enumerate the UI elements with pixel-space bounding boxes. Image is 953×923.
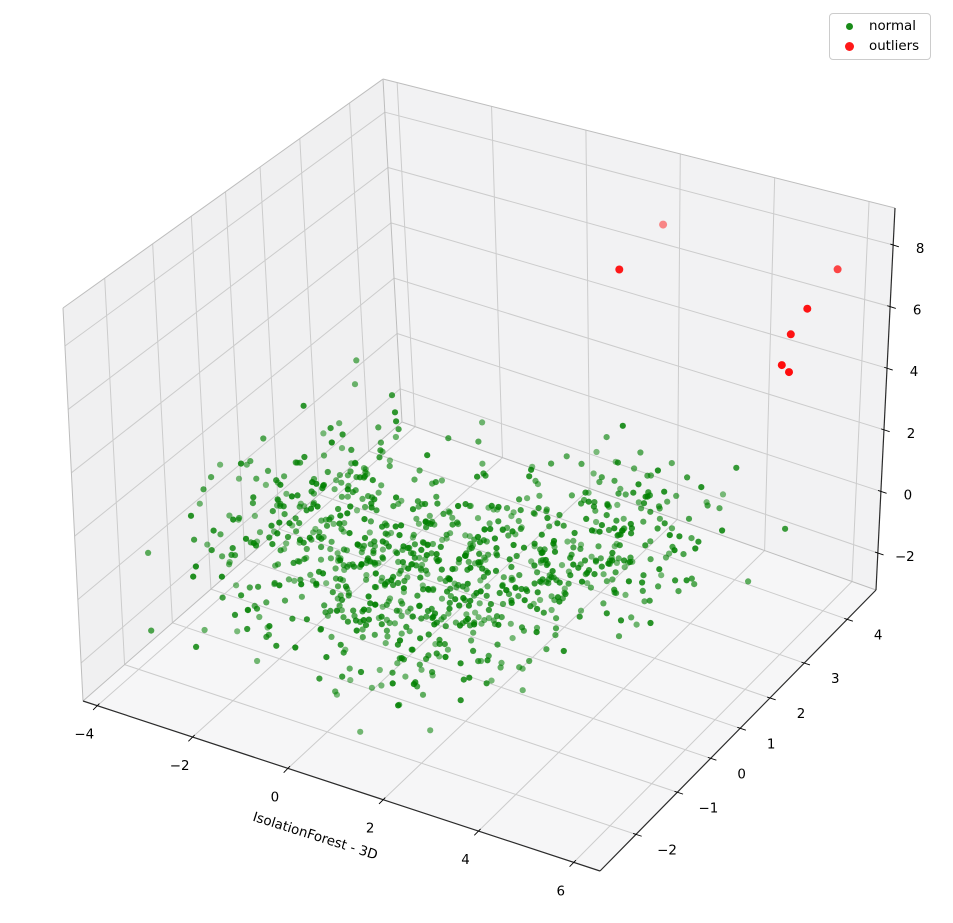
y-tick-label: 3: [831, 672, 840, 687]
z-tick-label: 8: [916, 242, 925, 257]
x-tick-label: 2: [366, 822, 375, 837]
legend-label-normal: normal: [869, 18, 916, 34]
y-tick-label: 2: [797, 707, 806, 722]
z-tick-label: −2: [895, 550, 915, 565]
axis-ticks: −4 −2 0 2 4 6 −2 −1 0 1 2 3 4 −2 0 2 4 6 8: [74, 242, 924, 899]
x-tick-label: 4: [461, 853, 470, 868]
legend-marker-wrap: [836, 22, 862, 30]
legend-marker-wrap: [836, 42, 862, 52]
outlier-point: [659, 220, 668, 229]
legend-item-outliers: outliers: [830, 37, 930, 57]
legend-label-outliers: outliers: [869, 38, 920, 54]
outlier-point: [615, 265, 624, 274]
y-tick-label: 4: [874, 628, 883, 643]
x-tick-label: 6: [557, 884, 566, 899]
outlier-point: [786, 330, 795, 339]
axes-edges: [62, 78, 896, 872]
y-tick-label: −1: [698, 801, 718, 816]
legend: normal outliers: [829, 13, 931, 60]
outlier-point: [785, 368, 793, 377]
x-axis-label: IsolationForest - 3D: [251, 810, 379, 863]
normal-points: [145, 357, 789, 735]
x-tick-label: −4: [74, 728, 94, 743]
normal-marker-icon: [845, 22, 853, 30]
outliers-marker-icon: [844, 42, 854, 52]
x-tick-label: 0: [271, 790, 280, 805]
z-tick-label: 4: [910, 365, 919, 380]
outlier-point: [833, 265, 842, 274]
outlier-points: [615, 220, 842, 377]
z-tick-label: 6: [913, 304, 922, 319]
y-tick-label: −2: [657, 843, 677, 858]
x-tick-label: −2: [170, 759, 190, 774]
y-tick-label: 0: [737, 767, 746, 782]
z-tick-label: 0: [904, 488, 913, 503]
z-tick-label: 2: [907, 427, 916, 442]
pane-left-wall: [63, 79, 402, 701]
legend-item-normal: normal: [830, 16, 930, 36]
y-tick-label: 1: [767, 737, 776, 752]
outlier-point: [777, 361, 786, 370]
outlier-point: [803, 304, 812, 313]
